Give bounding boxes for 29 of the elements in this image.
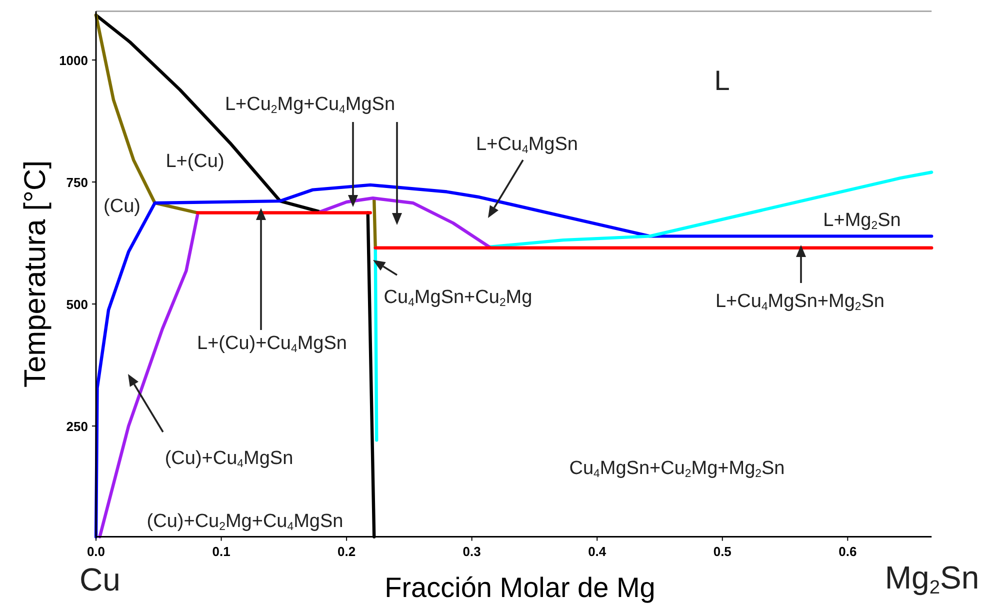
annotation: L+Cu$_{4}$MgSn+Mg$_{2}$Sn — [715, 290, 885, 313]
line-series — [488, 170, 934, 249]
y-tick-label: 500 — [66, 297, 88, 312]
annotation: L+(Cu) — [166, 150, 224, 172]
x-tick-label: 0.2 — [338, 544, 356, 559]
x-tick-label: 0.3 — [462, 544, 481, 559]
x-tick-label: 0.0 — [86, 544, 106, 559]
annotation: L — [714, 65, 730, 96]
annotation: (Cu)+Cu$_{2}$Mg+Cu$_{4}$MgSn — [146, 510, 344, 533]
y-tick-label: 750 — [66, 175, 88, 190]
x-axis-title: Fracción Molar de Mg — [384, 572, 656, 603]
annotation: L+Mg$_{2}$Sn — [823, 210, 901, 232]
y-tick-label: 1000 — [59, 53, 88, 68]
y-tick-label: 250 — [66, 419, 88, 434]
y-axis-title: Temperatura [°C] — [19, 160, 52, 388]
annotation: L+(Cu)+Cu$_{4}$MgSn — [197, 332, 347, 355]
annotation: Cu$_{4}$MgSn+Cu$_{2}$Mg — [384, 286, 532, 309]
x-tick-label: 0.5 — [713, 544, 732, 559]
annotation: L+Cu$_{2}$Mg+Cu$_{4}$MgSn — [224, 94, 396, 116]
annotation: Cu$_{4}$MgSn+Cu$_{2}$Mg+Mg$_{2}$Sn — [569, 458, 785, 480]
annotation: (Cu) — [104, 196, 140, 217]
annotation: (Cu)+Cu$_{4}$MgSn — [164, 448, 294, 470]
text: Mg$_{2}$Sn — [884, 560, 980, 598]
x-tick-label: 0.6 — [838, 544, 857, 559]
line-series — [318, 196, 491, 249]
annotation: L+Cu$_{4}$MgSn — [476, 134, 578, 156]
x-tick-label: 0.4 — [588, 544, 607, 559]
x-tick-label: 0.1 — [212, 544, 230, 559]
text: Cu — [80, 562, 120, 598]
